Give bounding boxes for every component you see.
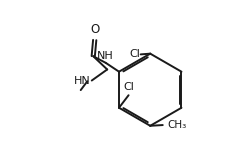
Text: NH: NH — [97, 51, 113, 61]
Text: Cl: Cl — [124, 82, 135, 92]
Text: O: O — [90, 23, 99, 36]
Text: CH₃: CH₃ — [168, 120, 187, 130]
Text: HN: HN — [74, 75, 91, 86]
Text: Cl: Cl — [129, 49, 140, 59]
